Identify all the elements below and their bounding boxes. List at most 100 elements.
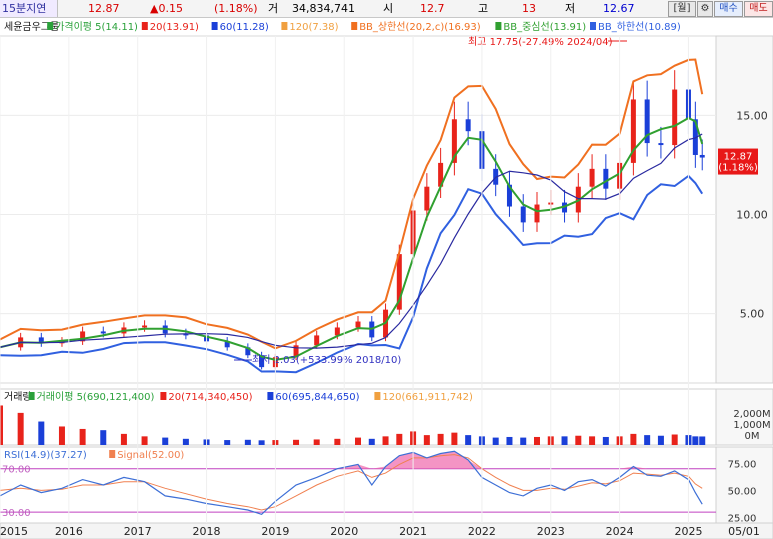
legend-swatch (109, 450, 116, 458)
volume-bar (313, 439, 320, 445)
volume-bar (630, 433, 637, 445)
candle-body (245, 347, 251, 356)
volume-bar (141, 436, 148, 445)
volume-bar (437, 433, 444, 445)
volume-bar (671, 434, 678, 445)
high-value: 13 (522, 2, 536, 15)
volume-bar (644, 435, 651, 445)
volume-bar (100, 430, 107, 445)
time-axis: 2015 2016 2017 2018 2019 2020 2021 2022 2023 2024… (0, 36, 773, 539)
legend-label: Signal(52.00) (117, 450, 184, 461)
legend-swatch (160, 392, 167, 400)
candle-body (142, 325, 148, 328)
legend-label: 60(695,844,650) (275, 392, 359, 403)
volume-bar (58, 426, 65, 445)
change-rate: (1.18%) (214, 2, 258, 15)
volume-bar (692, 436, 699, 445)
stock-name-tab[interactable]: 15분지연 (0, 0, 58, 17)
volume-bar (465, 435, 472, 445)
year-label: 2017 (124, 525, 152, 538)
settings-icon[interactable]: ⚙ (697, 1, 713, 17)
volume-bar (334, 438, 341, 445)
footer-date: 05/01 (728, 525, 760, 538)
legend-swatch (495, 22, 502, 30)
open-label: 시 (383, 2, 394, 15)
volume-label: 거 (268, 2, 279, 15)
last-price-box (718, 148, 758, 175)
candle-body (355, 321, 361, 328)
candle-body (603, 168, 609, 189)
volume-tick-label: 0M (745, 431, 760, 442)
high-label: 고 (478, 2, 489, 15)
annotation-low: 최저 2.03(+533.99% 2018/10) (252, 354, 401, 366)
rsi-guide-label: 30.00 (2, 508, 31, 519)
volume-bar (520, 437, 527, 445)
candle-body (506, 184, 512, 207)
volume-bar (699, 436, 706, 445)
rsi-guide-label: 70.00 (2, 465, 31, 476)
price-tick-label: 15.00 (736, 109, 768, 122)
legend-label: 60(11.28) (220, 22, 269, 33)
legend-swatch (281, 22, 288, 30)
legend-label: RSI(14.9)(37.27) (4, 450, 87, 461)
volume-bar (182, 438, 189, 445)
stock-chart[interactable]: 5.00 10.00 15.00 12.87(1.18%) 최고 17.75(-27.4… (0, 18, 773, 539)
period-toggle-button[interactable]: [월] (668, 1, 696, 17)
candle-body (259, 355, 265, 368)
current-price: 12.87 (88, 2, 120, 15)
candle-body (589, 168, 595, 187)
volume-bar (423, 435, 430, 445)
rsi-panel: 70.00 30.00 25.00 50.00 75.00 (0, 446, 773, 525)
low-value: 12.67 (603, 2, 635, 15)
candle-body (438, 162, 444, 187)
volume-bar (224, 440, 231, 445)
candle-body (38, 337, 44, 344)
open-value: 12.7 (420, 2, 445, 15)
legend-swatch (374, 392, 381, 400)
volume-bar (355, 437, 361, 445)
candle-body (692, 119, 698, 155)
price-tick-label: 10.00 (736, 208, 768, 221)
legend-swatch (47, 22, 54, 30)
year-label: 2021 (399, 525, 427, 538)
volume-bar (561, 436, 568, 445)
volume-bar (162, 437, 169, 445)
rsi-tick-label: 50.00 (728, 486, 757, 497)
year-label: 2015 (0, 525, 28, 538)
rsi-tick-label: 25.00 (728, 514, 757, 525)
price-change: ▲0.15 (150, 2, 183, 15)
last-price-label: 12.87 (724, 152, 753, 163)
volume-bar (506, 436, 513, 445)
volume-bar (575, 435, 582, 445)
volume-bar (602, 436, 609, 445)
candle-body (224, 341, 230, 348)
volume-bar (244, 439, 251, 445)
legend-label: BB_하한선(10.89) (598, 20, 681, 33)
candle-body (658, 143, 664, 146)
candle-body (630, 99, 636, 163)
legend-label: 20(13.91) (150, 22, 199, 33)
sell-button[interactable]: 매수 (714, 1, 743, 17)
year-label: 2025 (674, 525, 702, 538)
buy-button[interactable]: 매도 (744, 1, 773, 17)
candle-body (80, 331, 86, 342)
year-label: 2023 (537, 525, 565, 538)
volume-plot-area (0, 388, 717, 446)
legend-swatch (351, 22, 358, 30)
volume-bar (0, 405, 3, 445)
legend-label: 20(714,340,450) (168, 392, 252, 403)
volume-tick-label: 1,000M (733, 420, 770, 431)
candle-body (644, 99, 650, 144)
candle-body (334, 327, 340, 336)
volume-bar (293, 439, 300, 445)
volume-value: 34,834,741 (292, 2, 355, 15)
candle-body (451, 119, 457, 163)
last-price-rate: (1.18%) (718, 163, 758, 174)
candle-body (534, 204, 540, 223)
candle-body (672, 89, 678, 146)
price-y-axis (715, 35, 773, 384)
volume-bar (79, 428, 86, 445)
legend-swatch (28, 392, 35, 400)
price-panel: 5.00 10.00 15.00 12.87(1.18%) 최고 17.75(-27.4… (0, 35, 773, 384)
